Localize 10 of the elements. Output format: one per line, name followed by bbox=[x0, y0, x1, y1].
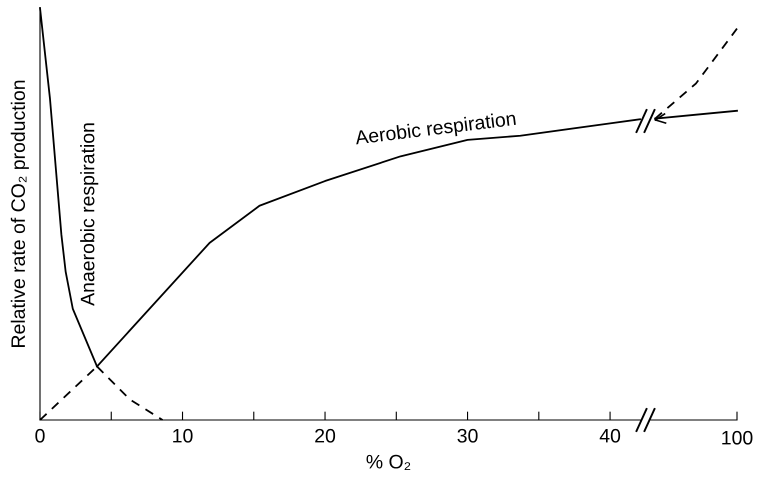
annotation: Aerobic respiration bbox=[354, 110, 516, 148]
x-axis-title: % O₂ bbox=[366, 454, 410, 470]
x-tick-label: 10 bbox=[173, 428, 193, 443]
annotation: Anaerobic respiration bbox=[80, 123, 98, 306]
x-tick-label: 30 bbox=[457, 428, 478, 443]
y-axis-title: Relative rate of CO₂ production bbox=[10, 80, 29, 347]
x-tick-label: 0 bbox=[35, 428, 45, 443]
x-tick-label: 40 bbox=[600, 428, 620, 443]
x-tick-label: 20 bbox=[315, 428, 336, 443]
text: 100 bbox=[722, 430, 752, 445]
